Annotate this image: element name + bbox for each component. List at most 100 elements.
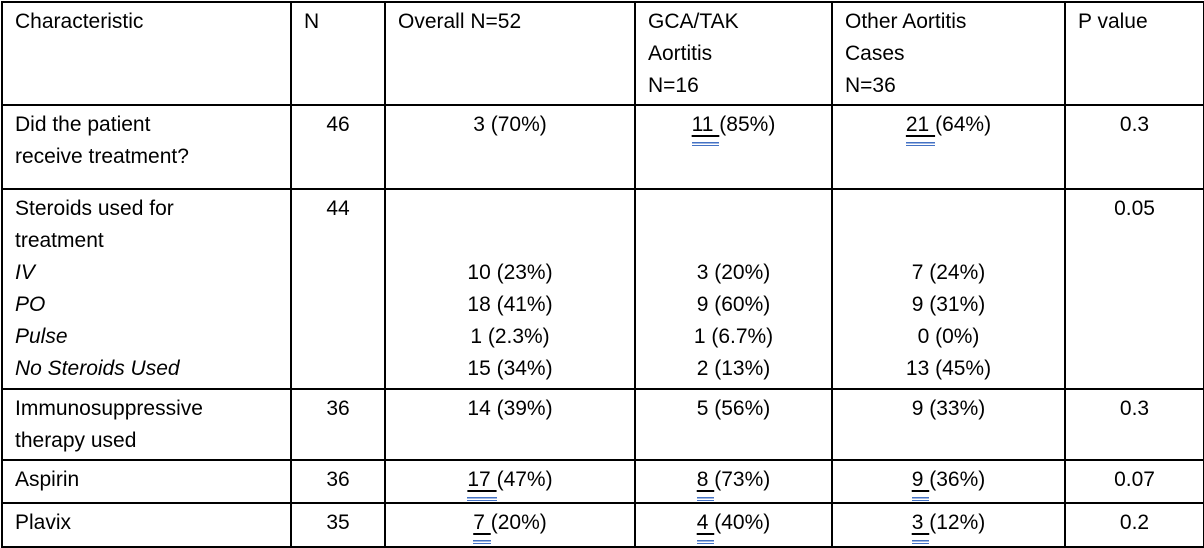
cell-line: IV — [15, 261, 35, 284]
cell-line — [644, 225, 823, 257]
cell-line — [394, 193, 626, 225]
column-header-characteristic: Characteristic — [1, 1, 292, 106]
cell-line: 35 — [326, 511, 350, 534]
cell-line: 44 — [326, 197, 350, 220]
cell-line: 14 (39%) — [467, 397, 553, 420]
table-cell-immunosuppressive-therapy-characteristic: Immunosuppressive therapy used — [1, 388, 292, 461]
cell-line — [841, 225, 1056, 257]
cell-line: Immunosuppressive — [15, 397, 203, 420]
cell-line: Did the patient — [15, 113, 151, 136]
table-cell-immunosuppressive-therapy-n: 36 — [290, 388, 386, 461]
table-cell-aspirin-characteristic: Aspirin — [1, 459, 292, 504]
table-row-plavix: Plavix 35 7 (20%) 4 (40%) 3 (12%) 0.2 — [1, 502, 1204, 548]
table-cell-immunosuppressive-therapy-other-aortitis-cases: 9 (33%) — [831, 388, 1066, 461]
table-cell-immunosuppressive-therapy-overall: 14 (39%) — [384, 388, 636, 461]
table-cell-aspirin-p-value: 0.07 — [1064, 459, 1204, 504]
cell-line: treatment — [15, 229, 104, 252]
cell-line: P value — [1078, 10, 1148, 33]
cell-line: 7 (20%) — [394, 507, 626, 539]
cell-line: 0.3 — [1119, 113, 1150, 136]
table-cell-received-treatment-gca-tak-aortitis: 11 (85%) — [634, 104, 833, 190]
cell-line: Overall N=52 — [398, 10, 522, 33]
table-row-received-treatment: Did the patient receive treatment? 46 3 (70… — [1, 104, 1204, 190]
table-cell-immunosuppressive-therapy-gca-tak-aortitis: 5 (56%) — [634, 388, 833, 461]
cell-line: GCA/TAK — [648, 10, 739, 33]
table-header: Characteristic N Overall N=52 GCA/TAK Aortit… — [1, 1, 1204, 106]
table-cell-aspirin-gca-tak-aortitis: 8 (73%) — [634, 459, 833, 504]
cell-line — [841, 193, 1056, 225]
table-cell-received-treatment-overall: 3 (70%) — [384, 104, 636, 190]
grammar-marked-number: 3 — [911, 511, 930, 544]
column-header-p-value: P value — [1064, 1, 1204, 106]
cell-line: PO — [15, 293, 46, 316]
cell-line: 36 — [326, 397, 350, 420]
table-cell-received-treatment-characteristic: Did the patient receive treatment? — [1, 104, 292, 190]
cell-line: N — [304, 10, 320, 33]
cell-line: 13 (45%) — [905, 357, 992, 380]
cell-line: 4 (40%) — [644, 507, 823, 539]
table-cell-plavix-other-aortitis-cases: 3 (12%) — [831, 502, 1066, 548]
column-header-gca-tak-aortitis: GCA/TAK Aortitis N=16 — [634, 1, 833, 106]
cell-line: 0.2 — [1119, 511, 1150, 534]
grammar-marked-number: 7 — [473, 511, 491, 544]
cell-line: 3 (20%) — [696, 261, 771, 284]
table-cell-steroids-used-characteristic: Steroids used for treatment IV PO Pulse No St… — [1, 188, 292, 390]
table-cell-plavix-gca-tak-aortitis: 4 (40%) — [634, 502, 833, 548]
cell-line: N=16 — [648, 74, 699, 97]
table-cell-plavix-overall: 7 (20%) — [384, 502, 636, 548]
cell-line: 9 (60%) — [696, 293, 771, 316]
table-cell-plavix-characteristic: Plavix — [1, 502, 292, 548]
cell-line: 17 (47%) — [394, 464, 626, 496]
cell-line: 9 (33%) — [911, 397, 986, 420]
table-cell-steroids-used-overall: 10 (23%) 18 (41%) 1 (2.3%) 15 (34%) — [384, 188, 636, 390]
cell-line: 8 (73%) — [644, 464, 823, 496]
cell-line: 1 (2.3%) — [470, 325, 550, 348]
cell-line: Aortitis — [648, 42, 713, 65]
grammar-marked-number: 8 — [696, 468, 715, 501]
table-cell-aspirin-overall: 17 (47%) — [384, 459, 636, 504]
cell-line: 1 (6.7%) — [693, 325, 774, 348]
table-cell-steroids-used-other-aortitis-cases: 7 (24%) 9 (31%) 0 (0%) 13 (45%) — [831, 188, 1066, 390]
cell-line: Plavix — [15, 511, 72, 534]
grammar-marked-number: 9 — [911, 468, 930, 501]
table-row-immunosuppressive-therapy: Immunosuppressive therapy used 36 14 (39%) 5… — [1, 388, 1204, 461]
cell-line: Steroids used for — [15, 197, 174, 220]
table-cell-immunosuppressive-therapy-p-value: 0.3 — [1064, 388, 1204, 461]
table-cell-aspirin-other-aortitis-cases: 9 (36%) — [831, 459, 1066, 504]
table-cell-plavix-n: 35 — [290, 502, 386, 548]
cell-line: 46 — [326, 113, 350, 136]
cell-line: 7 (24%) — [911, 261, 986, 284]
cell-line: 3 (12%) — [841, 507, 1056, 539]
cell-line: 3 (70%) — [473, 113, 547, 136]
cell-line: 2 (13%) — [696, 357, 771, 380]
cell-line: N=36 — [845, 74, 896, 97]
column-header-other-aortitis-cases: Other Aortitis Cases N=36 — [831, 1, 1066, 106]
table-row-aspirin: Aspirin 36 17 (47%) 8 (73%) 9 (36%) 0.07 — [1, 459, 1204, 504]
table-cell-steroids-used-p-value: 0.05 — [1064, 188, 1204, 390]
cell-line: Other Aortitis — [845, 10, 967, 33]
cell-line: 9 (36%) — [841, 464, 1056, 496]
grammar-marked-number: 17 — [467, 468, 497, 501]
cell-line: Cases — [845, 42, 905, 65]
column-header-overall: Overall N=52 — [384, 1, 636, 106]
cell-line: 0.07 — [1114, 468, 1155, 491]
table-cell-steroids-used-n: 44 — [290, 188, 386, 390]
table-cell-received-treatment-other-aortitis-cases: 21 (64%) — [831, 104, 1066, 190]
table-cell-steroids-used-gca-tak-aortitis: 3 (20%) 9 (60%) 1 (6.7%) 2 (13%) — [634, 188, 833, 390]
grammar-marked-number: 21 — [905, 113, 936, 146]
cell-line — [644, 193, 823, 225]
cell-line: therapy used — [15, 429, 137, 452]
table-row-steroids-used: Steroids used for treatment IV PO Pulse No St… — [1, 188, 1204, 390]
table-cell-received-treatment-n: 46 — [290, 104, 386, 190]
cell-line: 5 (56%) — [696, 397, 771, 420]
cell-line: 11 (85%) — [644, 109, 823, 141]
table-body: Did the patient receive treatment? 46 3 (70… — [1, 104, 1204, 548]
table-cell-aspirin-n: 36 — [290, 459, 386, 504]
cell-line: receive treatment? — [15, 145, 189, 168]
cell-line: 0.05 — [1114, 197, 1155, 220]
cell-line: Pulse — [15, 325, 68, 348]
cell-line — [394, 225, 626, 257]
cell-line: 18 (41%) — [467, 293, 553, 316]
